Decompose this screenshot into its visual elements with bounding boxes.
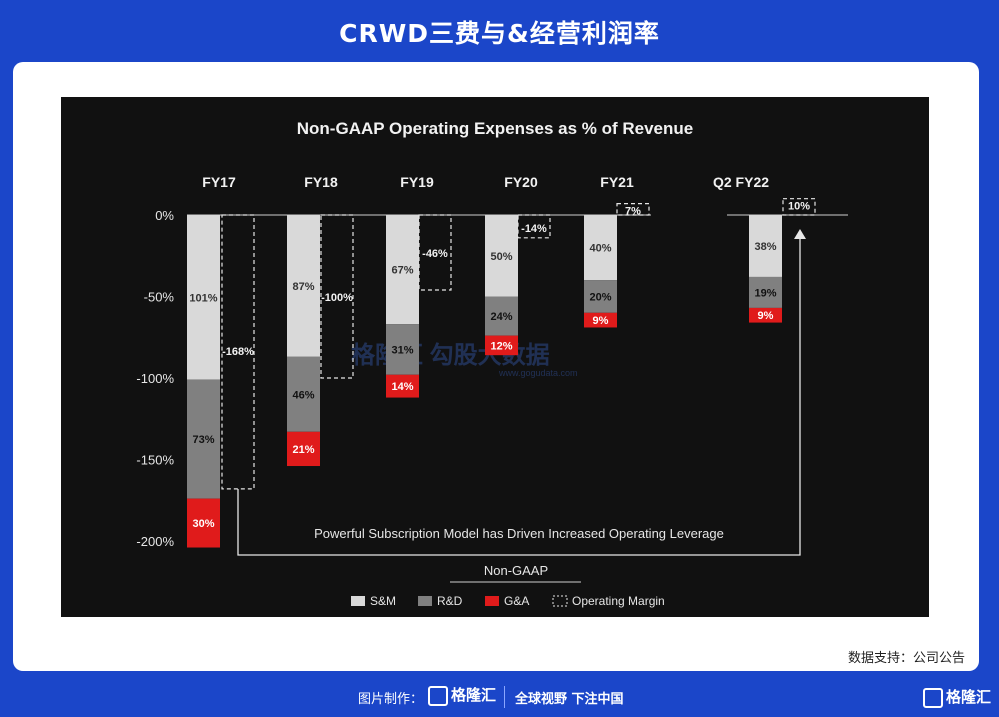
bar-rd [386, 324, 419, 375]
data-label: 38% [754, 241, 776, 253]
non-gaap-label: Non-GAAP [484, 563, 548, 578]
bar-rd [187, 379, 220, 499]
bar-ga [584, 312, 617, 328]
data-label: 24% [490, 311, 512, 323]
y-tick-label: -150% [136, 453, 174, 468]
category-label: FY21 [600, 174, 634, 190]
slogan: 全球视野 下注中国 [515, 692, 624, 707]
data-label: 19% [754, 287, 776, 299]
y-tick-label: -100% [136, 371, 174, 386]
chart-panel: Non-GAAP Operating Expenses as % of Reve… [61, 97, 929, 617]
legend-swatch [552, 595, 568, 607]
data-label: 46% [292, 389, 314, 401]
data-label: 12% [490, 340, 512, 352]
data-label: 31% [391, 344, 413, 356]
bar-rd [749, 276, 782, 308]
corner-brand-name: 格隆汇 [945, 689, 991, 706]
bar-sm [287, 215, 320, 357]
bar-sm [485, 215, 518, 297]
annotation-text: Powerful Subscription Model has Driven I… [314, 526, 724, 541]
bar-ga [187, 498, 220, 548]
legend-label: S&M [370, 594, 396, 608]
bar-rd [485, 296, 518, 336]
operating-margin-label: 10% [788, 201, 810, 213]
data-label: 9% [593, 315, 609, 327]
category-label: FY20 [504, 174, 538, 190]
legend-swatch [351, 596, 365, 606]
operating-margin-box [782, 198, 816, 216]
data-label: 101% [189, 292, 217, 304]
operating-margin-box [320, 214, 354, 379]
operating-margin-label: -100% [321, 292, 353, 304]
category-label: FY17 [202, 174, 236, 190]
operating-margin-box [517, 214, 551, 239]
bar-sm [749, 215, 782, 277]
leverage-arrow [237, 237, 801, 556]
data-label: 30% [192, 518, 214, 530]
brand-logo-icon [428, 686, 448, 707]
category-label: FY19 [400, 174, 434, 190]
bar-sm [584, 215, 617, 281]
opex-chart: Non-GAAP Operating Expenses as % of Reve… [136, 119, 848, 608]
bar-rd [287, 356, 320, 432]
bar-sm [386, 215, 419, 325]
chart-title: Non-GAAP Operating Expenses as % of Reve… [297, 119, 693, 138]
corner-logo: 格隆汇 [922, 686, 991, 709]
bar-ga [749, 307, 782, 323]
data-label: 14% [391, 381, 413, 393]
bar-ga [485, 335, 518, 356]
data-label: 9% [758, 310, 774, 322]
bar-ga [287, 431, 320, 467]
category-label: FY18 [304, 174, 338, 190]
data-label: 67% [391, 265, 413, 277]
legend-label: G&A [504, 594, 529, 608]
data-label: 20% [589, 292, 611, 304]
credit-label: 图片制作： [358, 692, 424, 707]
operating-margin-label: -168% [222, 346, 254, 358]
legend-swatch [418, 596, 432, 606]
data-label: 50% [490, 251, 512, 263]
legend-label: R&D [437, 594, 463, 608]
data-label: 21% [292, 444, 314, 456]
operating-margin-box [221, 214, 255, 490]
brand-name: 格隆汇 [451, 687, 497, 704]
operating-margin-box [616, 202, 650, 216]
operating-margin-label: 7% [625, 206, 641, 218]
brand-logo: 格隆汇 [428, 684, 497, 707]
leverage-arrowhead [794, 229, 806, 239]
bar-ga [386, 374, 419, 398]
data-label: 73% [192, 434, 214, 446]
data-label: 40% [589, 243, 611, 255]
category-label: Q2 FY22 [713, 174, 769, 190]
watermark: 格隆汇 勾股大数据 [351, 341, 550, 369]
y-tick-label: -200% [136, 534, 174, 549]
y-tick-label: -50% [144, 290, 175, 305]
legend-label: Operating Margin [572, 594, 665, 608]
data-source: 数据支持：公司公告 [847, 651, 965, 666]
footer-divider [504, 686, 505, 708]
bar-sm [187, 215, 220, 380]
operating-margin-box [418, 214, 452, 291]
operating-margin-label: -14% [521, 223, 547, 235]
operating-margin-label: -46% [422, 248, 448, 260]
y-tick-label: 0% [155, 208, 174, 223]
page-title: CRWD三费与&经营利润率 [339, 19, 660, 48]
data-label: 87% [292, 281, 314, 293]
watermark-url: www.gogudata.com [498, 368, 578, 378]
footer: 图片制作： 格隆汇 全球视野 下注中国 格隆汇 [0, 684, 999, 717]
corner-logo-icon [922, 688, 943, 709]
legend-swatch [485, 596, 499, 606]
bar-rd [584, 280, 617, 313]
